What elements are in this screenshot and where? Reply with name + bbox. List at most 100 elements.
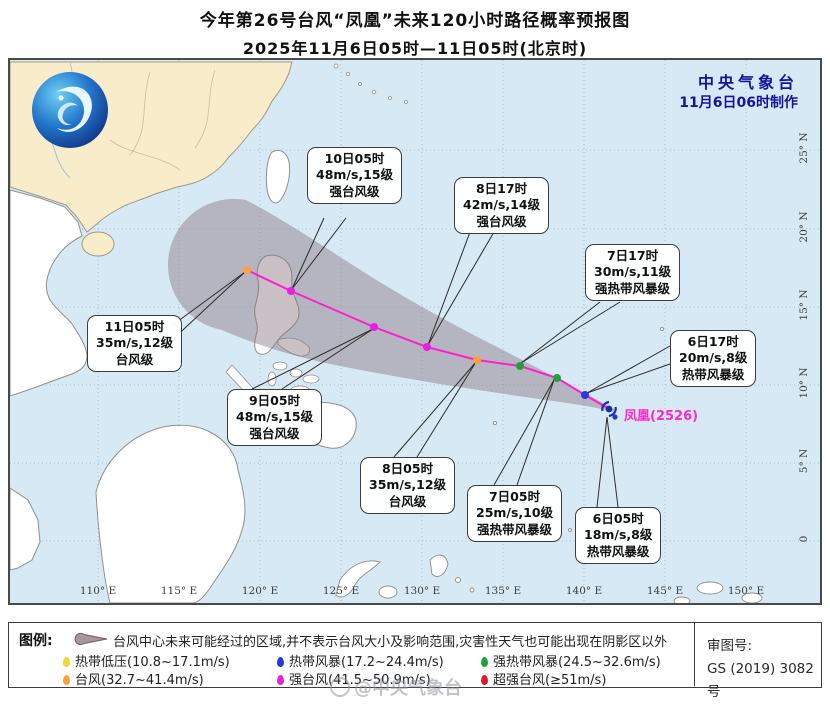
track-point-7日05时 bbox=[553, 374, 561, 382]
forecast-track bbox=[243, 266, 610, 410]
legend-caption: 图例: bbox=[19, 633, 53, 649]
label-time: 7日17时 bbox=[606, 248, 659, 263]
page-title: 今年第26号台风“凤凰”未来120小时路径概率预报图 bbox=[199, 11, 631, 31]
track-label-d7h17: 7日17时 30m/s,11级 强热带风暴级 bbox=[585, 244, 681, 301]
label-category: 强台风级 bbox=[476, 213, 527, 229]
track-label-d7h05: 7日05时 25m/s,10级 强热带风暴级 bbox=[467, 485, 563, 542]
west-pacific-islands bbox=[492, 326, 763, 603]
label-category: 强台风级 bbox=[249, 425, 300, 441]
label-time: 10日05时 bbox=[324, 151, 385, 166]
track-point-10日05时 bbox=[287, 287, 295, 295]
taiwan-island bbox=[265, 149, 291, 204]
lat-label-10n: 10° N bbox=[798, 367, 810, 399]
legend-divider bbox=[694, 623, 695, 686]
lon-label-140e: 140° E bbox=[565, 585, 603, 597]
legend-box: 图例: 台风中心未来可能经过的区域,并不表示台风大小及影响范围,灾害性天气也可能… bbox=[8, 622, 822, 700]
lat-label-15n: 15° N bbox=[798, 289, 810, 321]
label-category: 热带风暴级 bbox=[586, 543, 650, 559]
label-wind: 20m/s,8级 bbox=[679, 350, 748, 366]
super-ty-dot-icon bbox=[481, 675, 488, 685]
track-label-d6h17: 6日17时 20m/s,8级 热带风暴级 bbox=[670, 330, 757, 387]
forecast-map: 中央气象台 11月6日06时制作 6日05时 18m/s,8级 热带风暴级 6日… bbox=[8, 58, 822, 605]
current-position-typhoon-icon bbox=[601, 400, 617, 418]
page-subtitle: 2025年11月6日05时—11日05时(北京时) bbox=[242, 39, 588, 58]
legend-item-sts: 强热带风暴(24.5~32.6m/s) bbox=[481, 651, 661, 670]
label-wind: 35m/s,12级 bbox=[369, 477, 447, 493]
lat-label-20n: 20° N bbox=[798, 211, 810, 243]
label-wind: 48m/s,15级 bbox=[316, 167, 394, 183]
current-storm-name: 凤凰(2526) bbox=[624, 409, 699, 424]
track-label-d6h05: 6日05时 18m/s,8级 热带风暴级 bbox=[575, 507, 662, 564]
track-point-11日05时 bbox=[243, 266, 251, 274]
ty-dot-icon bbox=[63, 675, 70, 685]
bicol-peninsula bbox=[277, 337, 310, 357]
label-category: 热带风暴级 bbox=[681, 366, 745, 382]
watermark-logo-icon bbox=[330, 677, 350, 697]
label-wind: 42m/s,14级 bbox=[463, 197, 541, 213]
map-canvas bbox=[10, 60, 820, 603]
track-label-d10h05: 10日05时 48m/s,15级 强台风级 bbox=[307, 147, 403, 204]
probability-cone bbox=[167, 198, 614, 412]
label-leader-lines bbox=[169, 217, 671, 508]
cone-description: 台风中心未来可能经过的区域,并不表示台风大小及影响范围,灾害性天气也可能出现在阴… bbox=[113, 635, 668, 650]
label-wind: 25m/s,10级 bbox=[476, 505, 554, 521]
lon-label-150e: 150° E bbox=[727, 585, 765, 597]
agency-block: 中央气象台 11月6日06时制作 bbox=[679, 72, 798, 112]
track-point-8日17时 bbox=[423, 343, 431, 351]
label-wind: 30m/s,11级 bbox=[594, 264, 672, 280]
label-time: 6日05时 bbox=[592, 511, 644, 526]
ts-dot-icon bbox=[277, 657, 284, 667]
current-position-dot bbox=[612, 414, 618, 420]
track-label-d9h05: 9日05时 48m/s,15级 强台风级 bbox=[227, 389, 323, 446]
label-wind: 48m/s,15级 bbox=[236, 409, 314, 425]
legend-item-ty: 台风(32.7~41.4m/s) bbox=[63, 669, 204, 688]
label-category: 台风级 bbox=[388, 493, 427, 509]
ryukyu-islands bbox=[333, 63, 408, 104]
label-wind: 18m/s,8级 bbox=[584, 527, 653, 543]
sulawesi-moluccas bbox=[335, 554, 475, 599]
track-point-6日17时 bbox=[581, 391, 589, 399]
lat-label-25n: 25° N bbox=[798, 132, 810, 164]
lon-label-115e: 115° E bbox=[160, 585, 198, 597]
lat-label-0: 0 bbox=[798, 535, 810, 543]
label-time: 8日05时 bbox=[381, 461, 434, 476]
label-wind: 35m/s,12级 bbox=[96, 335, 174, 351]
track-point-8日05时 bbox=[473, 356, 481, 364]
track-point-7日17时 bbox=[516, 362, 524, 370]
cone-icon bbox=[74, 632, 108, 646]
label-category: 台风级 bbox=[115, 351, 154, 367]
malay-peninsula bbox=[10, 487, 41, 571]
lat-label-5n: 5° N bbox=[798, 448, 810, 474]
label-time: 9日05时 bbox=[248, 393, 301, 408]
legend-item-td: 热带低压(10.8~17.1m/s) bbox=[63, 651, 230, 670]
legend-item-super-ty: 超强台风(≥51m/s) bbox=[481, 669, 606, 688]
track-label-d11h05: 11日05时 35m/s,12级 台风级 bbox=[87, 315, 183, 372]
sts-dot-icon bbox=[481, 657, 488, 667]
agency-issued-time: 11月6日06时制作 bbox=[679, 94, 798, 111]
label-category: 强热带风暴级 bbox=[595, 280, 671, 296]
sty-dot-icon bbox=[277, 675, 284, 685]
lon-label-135e: 135° E bbox=[484, 585, 522, 597]
lon-label-125e: 125° E bbox=[322, 585, 360, 597]
td-dot-icon bbox=[63, 657, 70, 667]
legend-item-sty: 强台风(41.5~50.9m/s) bbox=[277, 669, 431, 688]
label-time: 6日17时 bbox=[687, 334, 739, 349]
label-category: 强热带风暴级 bbox=[477, 521, 553, 537]
label-time: 11日05时 bbox=[104, 319, 165, 334]
vietnam-indochina bbox=[10, 189, 88, 397]
label-time: 7日05时 bbox=[488, 489, 541, 504]
borneo-island bbox=[95, 424, 246, 603]
lon-label-120e: 120° E bbox=[241, 585, 279, 597]
label-time: 8日17时 bbox=[475, 181, 528, 196]
track-label-d8h05: 8日05时 35m/s,12级 台风级 bbox=[360, 457, 456, 514]
legend-item-ts: 热带风暴(17.2~24.4m/s) bbox=[277, 651, 444, 670]
track-point-9日05时 bbox=[370, 323, 378, 331]
cma-logo bbox=[32, 72, 108, 148]
watermark: @中央气象台 bbox=[330, 674, 462, 700]
title-block: 今年第26号台风“凤凰”未来120小时路径概率预报图 2025年11月6日05时… bbox=[0, 0, 830, 59]
lon-label-145e: 145° E bbox=[646, 585, 684, 597]
lon-label-110e: 110° E bbox=[79, 585, 117, 597]
track-label-d8h17: 8日17时 42m/s,14级 强台风级 bbox=[454, 177, 550, 234]
lon-label-130e: 130° E bbox=[403, 585, 441, 597]
